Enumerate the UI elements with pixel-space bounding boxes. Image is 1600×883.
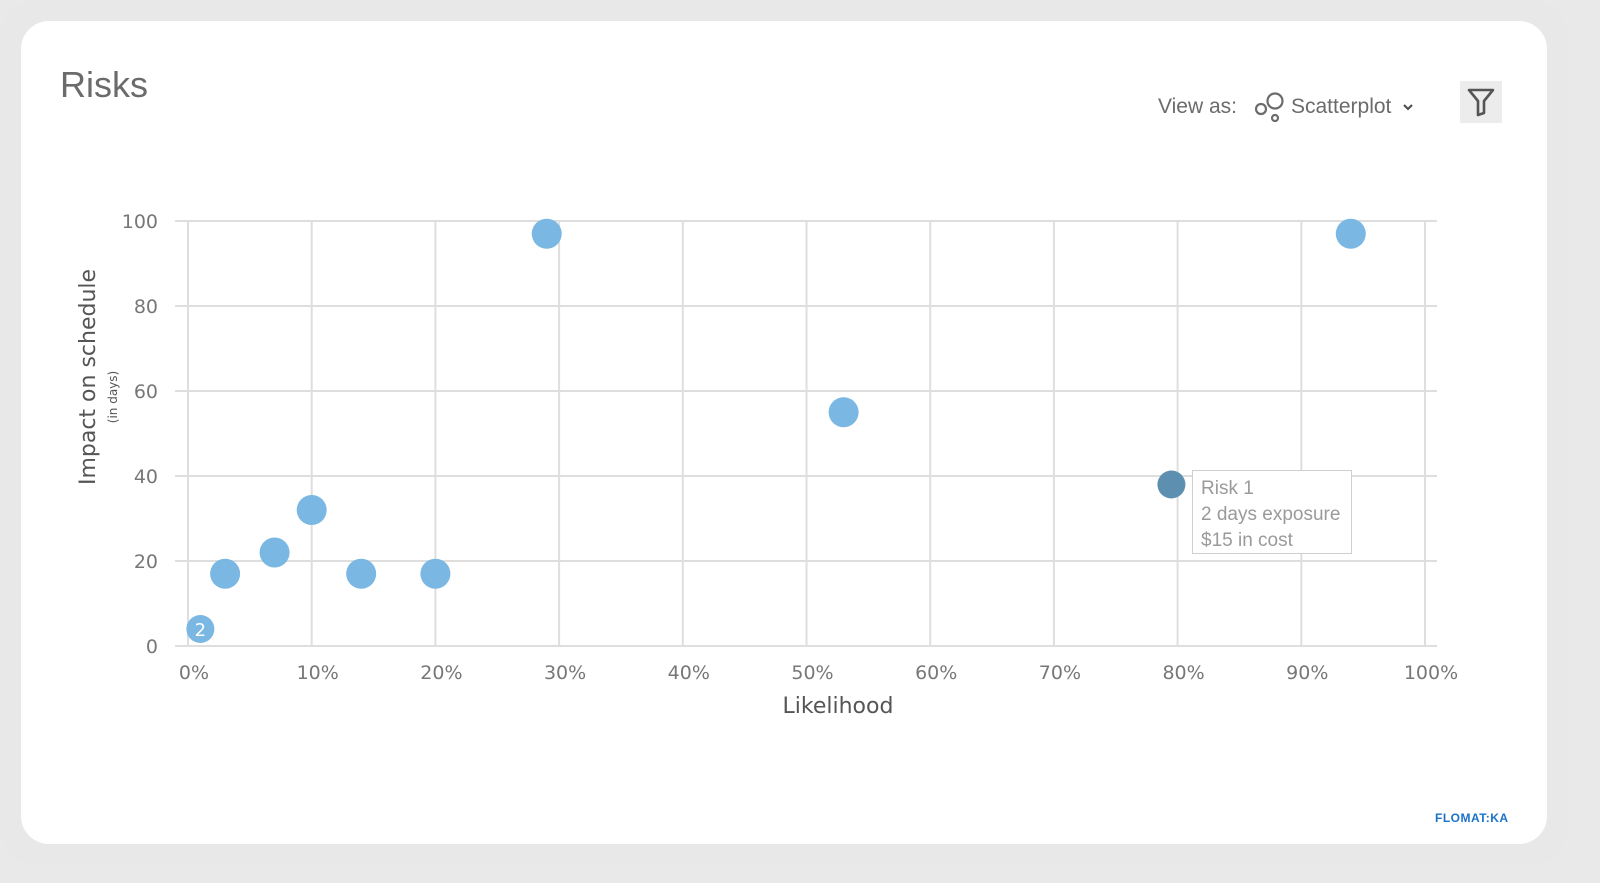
tooltip-exposure: 2 days exposure: [1201, 504, 1341, 525]
x-tick-label: 100%: [1404, 662, 1458, 684]
y-tick-label: 0: [146, 636, 158, 658]
data-points: 2: [186, 218, 1366, 643]
y-tick-label: 60: [134, 381, 158, 403]
chevron-down-icon: [1403, 104, 1414, 111]
x-tick-label: 10%: [297, 662, 339, 684]
y-axis-sublabel: (in days): [106, 371, 120, 423]
view-as-label: View as:: [1158, 95, 1237, 118]
x-tick-label: 70%: [1039, 662, 1081, 684]
x-tick-labels: 0% 10% 20% 30% 40% 50% 60% 70% 80% 90% 100%: [179, 662, 1458, 684]
data-point[interactable]: [828, 397, 859, 428]
data-point-selected[interactable]: [1157, 470, 1186, 499]
data-point[interactable]: [531, 218, 562, 249]
y-tick-label: 100: [122, 211, 158, 233]
y-tick-labels: 0 20 40 60 80 100: [122, 211, 158, 658]
x-tick-label: 80%: [1162, 662, 1204, 684]
chart-grid: [175, 220, 1437, 647]
data-point[interactable]: [1335, 218, 1366, 249]
filter-button[interactable]: [1460, 81, 1502, 123]
risks-card: [21, 21, 1547, 844]
data-point[interactable]: [420, 558, 451, 589]
tooltip-title: Risk 1: [1201, 478, 1254, 499]
scatter-icon: [1255, 92, 1284, 122]
x-tick-label: 50%: [791, 662, 833, 684]
data-point[interactable]: [186, 615, 215, 643]
y-tick-label: 20: [134, 551, 158, 573]
x-tick-label: 0%: [179, 662, 209, 684]
x-tick-label: 40%: [668, 662, 710, 684]
tooltip-cost: $15 in cost: [1201, 530, 1293, 551]
brand-logo: FLOMAT:KA: [1435, 811, 1509, 825]
data-point[interactable]: [259, 537, 290, 568]
x-tick-label: 90%: [1286, 662, 1328, 684]
point-tooltip: Risk 1 2 days exposure $15 in cost: [1192, 470, 1352, 554]
view-as-dropdown[interactable]: Scatterplot: [1255, 92, 1415, 122]
x-axis-label: Likelihood: [783, 694, 894, 719]
data-point-count-label: 2: [195, 620, 206, 641]
page-title: Risks: [60, 64, 148, 105]
data-point[interactable]: [296, 495, 327, 525]
x-tick-label: 20%: [420, 662, 462, 684]
y-axis-label: Impact on schedule: [76, 269, 101, 485]
y-tick-label: 80: [134, 296, 158, 318]
data-point[interactable]: [210, 558, 241, 589]
filter-icon: [1467, 88, 1495, 117]
x-tick-label: 30%: [544, 662, 586, 684]
view-as-control: View as: Scatterplot: [1158, 92, 1415, 122]
x-tick-label: 60%: [915, 662, 957, 684]
view-as-selected: Scatterplot: [1291, 95, 1392, 118]
y-tick-label: 40: [134, 466, 158, 488]
data-point[interactable]: [346, 558, 377, 589]
